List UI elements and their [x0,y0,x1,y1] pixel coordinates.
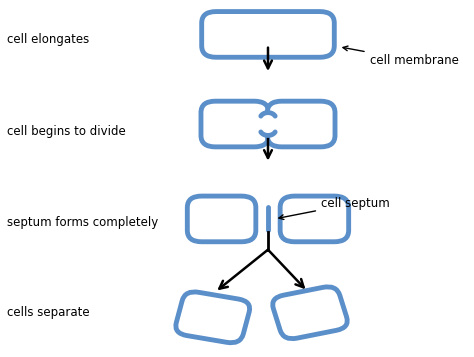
FancyBboxPatch shape [201,101,269,147]
FancyBboxPatch shape [273,287,347,339]
Text: septum forms completely: septum forms completely [7,216,158,229]
FancyBboxPatch shape [201,11,334,57]
FancyBboxPatch shape [267,101,335,147]
FancyBboxPatch shape [176,292,250,343]
Text: cells separate: cells separate [7,306,90,318]
Text: cell septum: cell septum [279,197,390,220]
Text: cell begins to divide: cell begins to divide [7,125,126,137]
Text: cell elongates: cell elongates [7,33,90,46]
Text: cell membrane: cell membrane [343,46,458,67]
FancyBboxPatch shape [262,113,274,135]
FancyBboxPatch shape [280,196,349,242]
FancyBboxPatch shape [187,196,256,242]
